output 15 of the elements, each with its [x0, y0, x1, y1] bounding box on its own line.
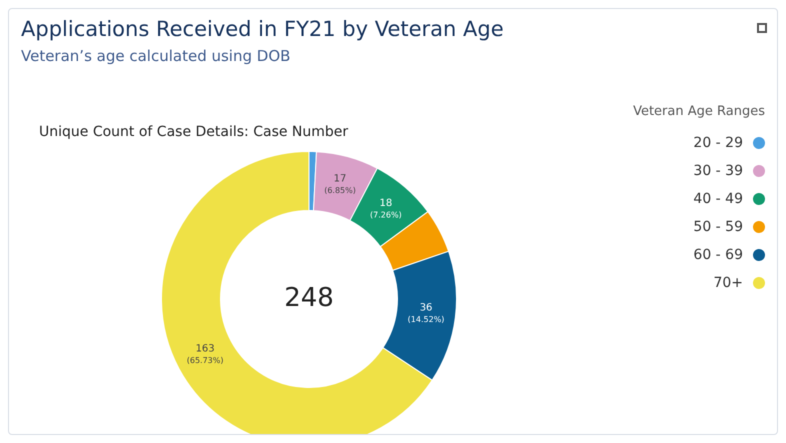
legend-label: 20 - 29: [693, 135, 743, 151]
text: 248: [284, 282, 334, 313]
legend-label: 70+: [713, 275, 743, 291]
legend-title: Veteran Age Ranges: [632, 104, 765, 119]
legend-label: 60 - 69: [693, 247, 743, 263]
legend-label: 30 - 39: [693, 163, 743, 179]
text: Unique Count of Case Details: Case Number: [39, 124, 348, 140]
chart-subtitle: Veteran’s age calculated using DOB: [21, 47, 290, 65]
chart-title: Applications Received in FY21 by Veteran Age: [21, 17, 504, 41]
legend-label: 50 - 59: [693, 219, 743, 235]
legend-label: 40 - 49: [693, 191, 743, 207]
data-label: 163 (65.73%): [186, 344, 224, 366]
data-label: 17 (6.85%): [324, 174, 356, 196]
data-label: 18 (7.26%): [370, 198, 402, 220]
data-label: 36 (14.52%): [408, 302, 444, 324]
